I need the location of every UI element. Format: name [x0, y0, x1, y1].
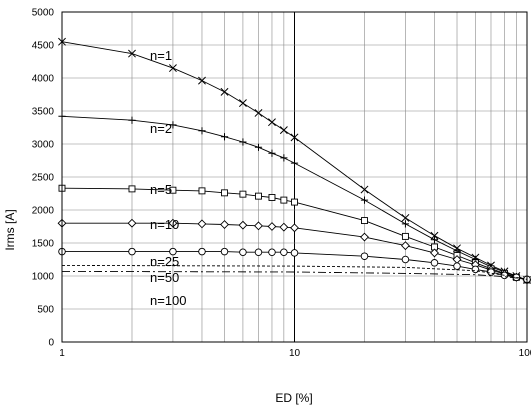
data-point	[198, 127, 206, 135]
data-point	[471, 265, 480, 274]
data-point	[128, 247, 136, 256]
data-point	[255, 192, 262, 200]
data-point	[169, 247, 177, 256]
data-point	[239, 138, 247, 146]
data-point	[290, 223, 299, 233]
data-point	[268, 194, 276, 201]
data-point	[360, 232, 369, 242]
plot-frame	[61, 11, 528, 343]
x-tick-label: 10	[289, 348, 301, 359]
series-label: n=100	[150, 293, 187, 308]
data-point	[400, 241, 410, 251]
series-n-25	[58, 247, 531, 284]
data-point	[254, 109, 263, 117]
data-point	[401, 232, 409, 240]
data-point	[290, 159, 299, 167]
data-point	[128, 49, 136, 58]
data-point	[198, 187, 206, 195]
y-tick-label: 5000	[32, 8, 55, 19]
data-point	[268, 118, 276, 127]
y-tick-label: 4500	[32, 41, 55, 52]
data-point	[220, 87, 229, 96]
data-point	[267, 222, 277, 231]
data-point	[280, 196, 288, 204]
data-point	[290, 133, 299, 142]
data-point	[401, 213, 410, 222]
series-label: n=5	[150, 182, 172, 197]
y-tick-label: 500	[37, 305, 54, 316]
series-line	[61, 264, 528, 280]
series-n-100	[61, 270, 528, 280]
data-point	[128, 185, 136, 193]
data-point	[254, 221, 263, 231]
data-point	[268, 248, 276, 256]
data-point	[169, 186, 177, 194]
y-tick-label: 3500	[32, 107, 55, 118]
series-label: n=25	[150, 254, 179, 269]
data-point	[268, 149, 276, 157]
data-point	[361, 217, 368, 225]
series-label: n=2	[150, 121, 172, 136]
data-point	[254, 143, 263, 151]
data-point	[198, 76, 206, 85]
data-point	[197, 219, 207, 229]
data-point	[291, 198, 298, 206]
x-tick-label: 1	[59, 348, 65, 359]
y-tick-label: 0	[48, 338, 54, 349]
data-point	[401, 255, 410, 264]
data-point	[430, 236, 439, 244]
y-tick-label: 2000	[32, 206, 55, 217]
data-point	[280, 154, 288, 162]
data-point	[128, 116, 136, 124]
data-point	[360, 196, 369, 204]
data-point	[169, 121, 177, 129]
data-point	[290, 249, 299, 257]
data-point	[360, 252, 369, 260]
y-tick-label: 2500	[32, 173, 55, 184]
data-point	[168, 64, 177, 73]
data-point	[168, 218, 178, 228]
series-line	[61, 270, 528, 280]
data-point	[220, 220, 229, 229]
data-point	[360, 185, 369, 194]
data-point	[487, 268, 495, 276]
series-n-50	[61, 264, 528, 280]
y-tick-label: 4000	[32, 74, 55, 85]
data-point	[239, 190, 247, 198]
data-point	[220, 247, 229, 256]
grid	[62, 12, 527, 342]
data-point	[221, 189, 228, 197]
y-tick-label: 3000	[32, 140, 55, 151]
y-tick-label: 1000	[32, 272, 55, 283]
data-point	[198, 247, 206, 256]
tick-labels: 0 500 1000 1500 2000 2500 3000 3500 4000 4500 5000…	[32, 8, 531, 360]
x-axis-title: ED [%]	[275, 391, 312, 405]
data-point	[254, 248, 263, 256]
series-label: n=10	[150, 217, 179, 232]
series-label: n=50	[150, 270, 179, 285]
series-label: n=1	[150, 48, 172, 63]
data-point	[430, 259, 439, 267]
data-point	[401, 220, 410, 228]
data-point	[280, 248, 288, 256]
x-tick-label: 100	[519, 348, 531, 359]
data-point	[239, 248, 247, 256]
data-point	[453, 262, 461, 270]
data-point	[430, 248, 439, 258]
y-tick-label: 1500	[32, 239, 55, 250]
data-point	[279, 222, 289, 232]
data-point	[279, 126, 288, 135]
data-point	[220, 133, 229, 141]
series-labels: n=1 n=2 n=5 n=10 n=25n=50 n=100	[150, 48, 187, 308]
y-axis-title: Irms [A]	[3, 209, 17, 250]
data-point	[127, 218, 137, 228]
data-point	[238, 99, 247, 108]
data-point	[238, 220, 248, 230]
